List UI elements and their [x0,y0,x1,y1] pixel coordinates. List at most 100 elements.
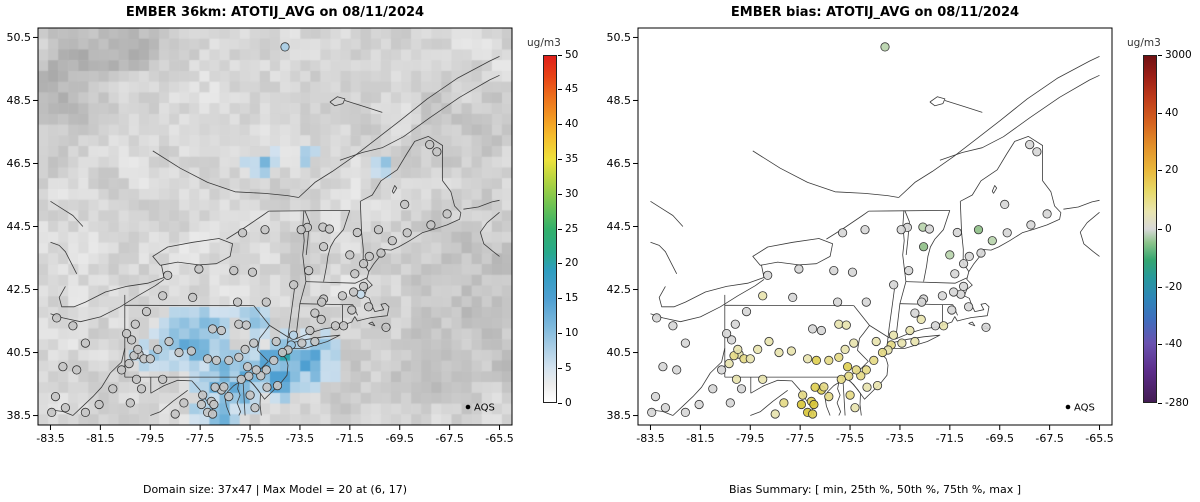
aqs-station-marker [310,308,320,318]
map-outline [899,303,953,305]
aqs-station-marker [108,384,118,394]
aqs-station-marker [72,365,82,375]
aqs-station-marker [786,346,796,356]
aqs-station-marker [50,391,61,402]
aqs-station-marker [219,382,229,392]
aqs-station-marker [141,306,152,317]
model-map-panel: EMBER 36km: ATOTIJ_AVG on 08/11/2024 -83… [7,5,579,496]
aqs-station-marker [131,374,142,384]
map-outline [750,389,788,416]
aqs-station-marker [426,220,436,230]
aqs-station-marker [196,399,206,410]
colorbar-tick-mark [558,263,562,265]
aqs-station-marker [47,407,57,417]
aqs-station-marker [272,380,283,391]
aqs-station-marker [260,225,270,235]
aqs-station-marker [845,390,855,400]
aqs-station-marker [803,354,813,364]
aqs-station-marker [80,338,91,348]
colorbar-tick-mark [558,54,562,56]
aqs-station-marker [203,354,213,364]
aqs-station-marker [117,365,127,375]
colorbar-tick-label: 20 [1165,164,1179,177]
y-tick-label: 42.5 [607,283,632,296]
aqs-station-marker [80,407,91,417]
aqs-station-marker [981,322,991,332]
colorbar-tick-mark [1158,170,1162,172]
aqs-station-marker [350,269,360,279]
aqs-station-marker [647,407,657,417]
aqs-legend-dot [465,404,471,410]
map-outline [650,241,678,274]
y-tick-label: 48.5 [607,94,632,107]
aqs-station-marker [240,344,250,354]
aqs-legend-dot [1065,404,1071,410]
map-outline [905,277,967,284]
map-outline [842,377,846,416]
map-outline [479,211,500,257]
aqs-station-marker [224,355,234,365]
x-tick-label: -71.5 [936,432,964,445]
colorbar-tick-label: 50 [565,48,579,61]
aqs-station-marker [889,280,899,290]
aqs-station-marker [824,355,834,365]
map-outline [672,348,726,416]
aqs-station-marker [158,291,168,301]
aqs-station-marker [809,399,819,410]
map-outline [50,279,165,323]
x-tick-label: -71.5 [336,432,364,445]
colorbar-tick-mark [1158,54,1162,56]
map-plot-svg: -83.5 -81.5 -79.5 -77.5 -75.5 -73.5 -71.5 -69.5… [607,27,1114,445]
aqs-station-marker [724,358,734,369]
map-outline [968,321,976,327]
aqs-station-marker [722,328,732,339]
aqs-station-marker [324,224,334,234]
colorbar-tick-mark [1158,344,1162,346]
aqs-station-marker [916,314,926,324]
aqs-station-marker [145,354,155,364]
y-tick-label: 50.5 [7,31,32,44]
map-outline [58,277,165,308]
map-outline [923,210,951,282]
map-outline [752,238,833,266]
aqs-station-marker [958,259,969,269]
x-tick-label: -67.5 [1035,432,1063,445]
aqs-station-marker [937,291,947,301]
aqs-station-marker [910,308,920,318]
aqs-station-marker [358,281,369,291]
colorbar-tick-labels: -280 -40 -20 0 20 40 3000 [1158,49,1200,409]
colorbar-tick-mark [558,124,562,126]
legend: AQS [1065,403,1095,414]
map-outline [826,210,870,240]
y-tick-label: 46.5 [7,157,32,170]
caption-line-1: Domain size: 37x47 | Max Model = 20 at (… [142,483,407,496]
x-axis: -83.5 -81.5 -79.5 -77.5 -75.5 -73.5 -71.5 -69.5… [636,425,1114,445]
aqs-station-marker [861,297,871,307]
y-tick-label: 50.5 [607,31,632,44]
aqs-station-marker [170,409,180,419]
aqs-station-marker [304,265,314,276]
aqs-station-marker [861,365,871,375]
aqs-station-marker [234,319,244,329]
map-plot-svg: -83.5 -81.5 -79.5 -77.5 -75.5 -73.5 -71.5 -69.5… [7,27,514,445]
aqs-station-marker [348,287,359,297]
aqs-station-marker [871,336,881,347]
map-outline [391,185,398,194]
colorbar-tick-label: -280 [1165,396,1189,409]
map-outline [650,200,684,227]
aqs-station-marker [717,365,727,375]
map-outline [895,212,1062,340]
colorbar-tick-label: 0 [565,396,572,409]
map-outline [658,277,765,308]
aqs-station-marker [850,403,860,413]
aqs-station-marker [736,384,747,394]
aqs-station-marker [948,287,959,297]
aqs-station-marker [316,314,326,324]
colorbar-tick-label: -40 [1165,338,1183,351]
plot-frame [37,27,513,426]
map-outline [344,100,383,113]
colorbar-tick-mark [1158,112,1162,114]
aqs-station-marker [938,321,949,331]
aqs-station-marker [238,228,248,238]
caption: Bias Summary: [ min, 25th %, 50th %, 75t… [638,452,1112,502]
